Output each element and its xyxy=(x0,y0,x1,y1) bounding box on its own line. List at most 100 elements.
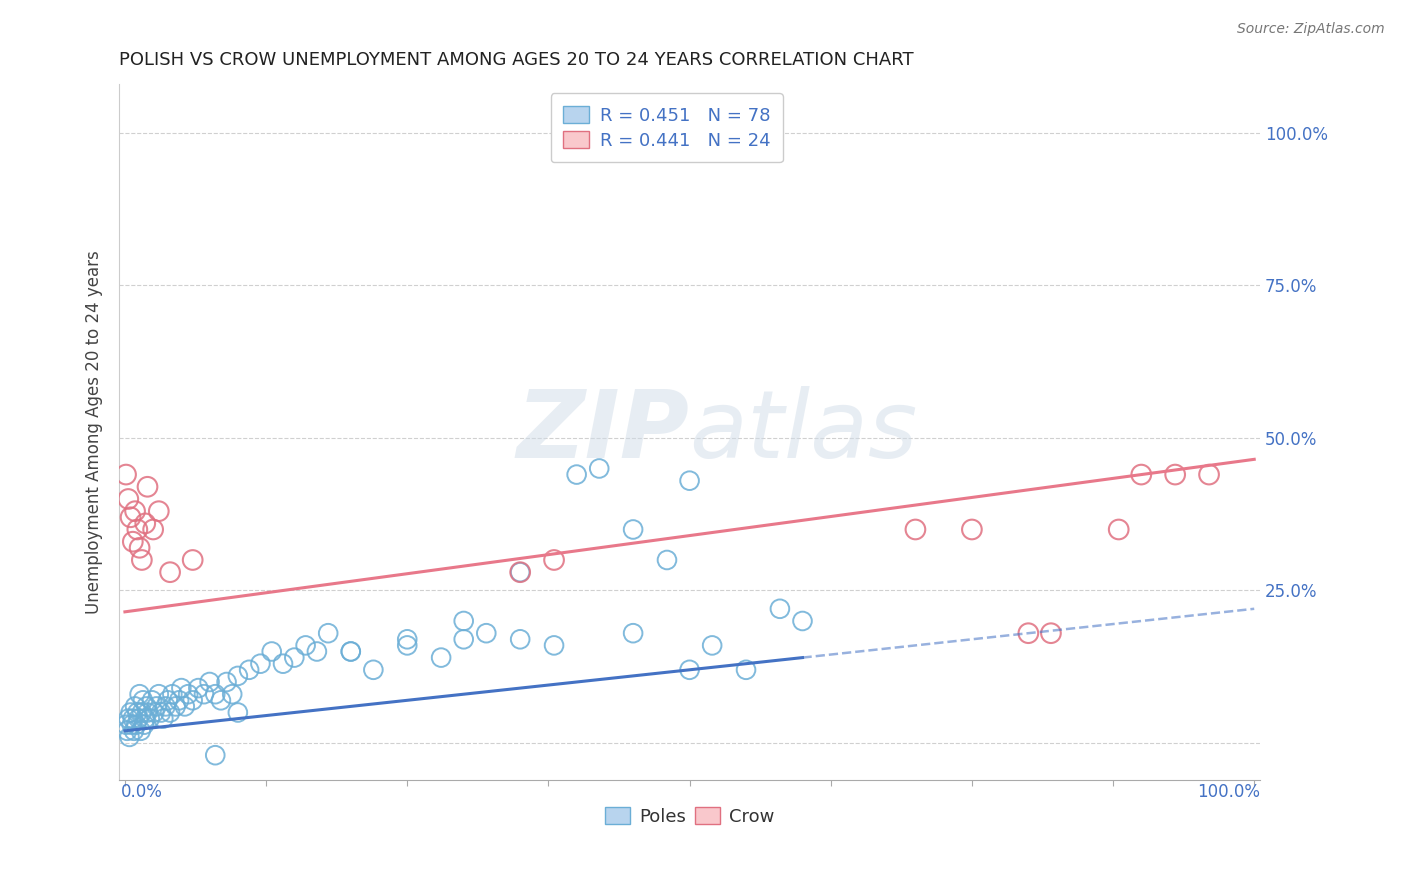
Point xyxy=(1198,467,1220,482)
Point xyxy=(509,565,531,579)
Point xyxy=(148,687,170,701)
Point xyxy=(396,632,419,647)
Point xyxy=(122,723,145,738)
Point xyxy=(221,687,243,701)
Point xyxy=(141,693,163,707)
Point xyxy=(904,523,927,537)
Point xyxy=(1017,626,1039,640)
Point xyxy=(156,693,179,707)
Point xyxy=(134,717,156,731)
Point xyxy=(173,699,195,714)
Point xyxy=(249,657,271,671)
Point xyxy=(115,723,138,738)
Point xyxy=(509,632,531,647)
Point xyxy=(117,491,139,506)
Point xyxy=(167,693,190,707)
Point xyxy=(588,461,610,475)
Point xyxy=(453,614,475,628)
Point xyxy=(142,523,165,537)
Point xyxy=(121,534,143,549)
Point xyxy=(162,687,184,701)
Point xyxy=(187,681,209,695)
Point xyxy=(121,712,143,726)
Point xyxy=(238,663,260,677)
Point xyxy=(127,706,149,720)
Point xyxy=(132,693,155,707)
Point xyxy=(181,693,204,707)
Point xyxy=(271,657,294,671)
Text: POLISH VS CROW UNEMPLOYMENT AMONG AGES 20 TO 24 YEARS CORRELATION CHART: POLISH VS CROW UNEMPLOYMENT AMONG AGES 2… xyxy=(120,51,914,69)
Point xyxy=(152,712,174,726)
Point xyxy=(120,706,142,720)
Point xyxy=(363,663,385,677)
Legend: Poles, Crow: Poles, Crow xyxy=(598,800,782,833)
Point xyxy=(165,699,187,714)
Text: Source: ZipAtlas.com: Source: ZipAtlas.com xyxy=(1237,22,1385,37)
Point xyxy=(134,712,156,726)
Point xyxy=(120,510,142,524)
Point xyxy=(339,644,361,658)
Point xyxy=(136,480,159,494)
Point xyxy=(204,687,226,701)
Point xyxy=(543,639,565,653)
Point xyxy=(193,687,215,701)
Point xyxy=(475,626,498,640)
Point xyxy=(702,639,724,653)
Point xyxy=(131,706,153,720)
Point xyxy=(115,467,138,482)
Point xyxy=(960,523,983,537)
Point xyxy=(125,717,148,731)
Point xyxy=(621,626,644,640)
Point xyxy=(316,626,339,640)
Point xyxy=(124,504,146,518)
Point xyxy=(181,553,204,567)
Point xyxy=(198,675,221,690)
Point xyxy=(565,467,588,482)
Point xyxy=(136,706,159,720)
Point xyxy=(396,639,419,653)
Point xyxy=(139,712,162,726)
Point xyxy=(204,748,226,763)
Point xyxy=(678,474,700,488)
Point xyxy=(621,523,644,537)
Point xyxy=(155,699,177,714)
Point xyxy=(1164,467,1187,482)
Point xyxy=(145,699,167,714)
Point xyxy=(509,565,531,579)
Point xyxy=(769,602,792,616)
Point xyxy=(134,516,156,531)
Point xyxy=(177,687,200,701)
Point xyxy=(143,706,166,720)
Point xyxy=(1108,523,1130,537)
Point xyxy=(655,553,678,567)
Text: 0.0%: 0.0% xyxy=(121,782,162,801)
Point xyxy=(294,639,316,653)
Point xyxy=(305,644,328,658)
Point xyxy=(135,699,157,714)
Point xyxy=(209,693,232,707)
Text: 100.0%: 100.0% xyxy=(1197,782,1260,801)
Point xyxy=(260,644,283,658)
Y-axis label: Unemployment Among Ages 20 to 24 years: Unemployment Among Ages 20 to 24 years xyxy=(86,250,103,614)
Point xyxy=(159,565,181,579)
Point xyxy=(453,632,475,647)
Point xyxy=(678,663,700,677)
Point xyxy=(215,675,238,690)
Point xyxy=(159,706,181,720)
Point xyxy=(1130,467,1153,482)
Point xyxy=(170,681,193,695)
Point xyxy=(543,553,565,567)
Point xyxy=(150,706,173,720)
Point xyxy=(117,712,139,726)
Point xyxy=(226,706,249,720)
Point xyxy=(148,504,170,518)
Point xyxy=(127,523,149,537)
Point xyxy=(121,717,143,731)
Point xyxy=(283,650,305,665)
Point xyxy=(127,712,149,726)
Point xyxy=(124,699,146,714)
Point xyxy=(131,553,153,567)
Point xyxy=(129,723,152,738)
Point xyxy=(128,687,150,701)
Point xyxy=(430,650,453,665)
